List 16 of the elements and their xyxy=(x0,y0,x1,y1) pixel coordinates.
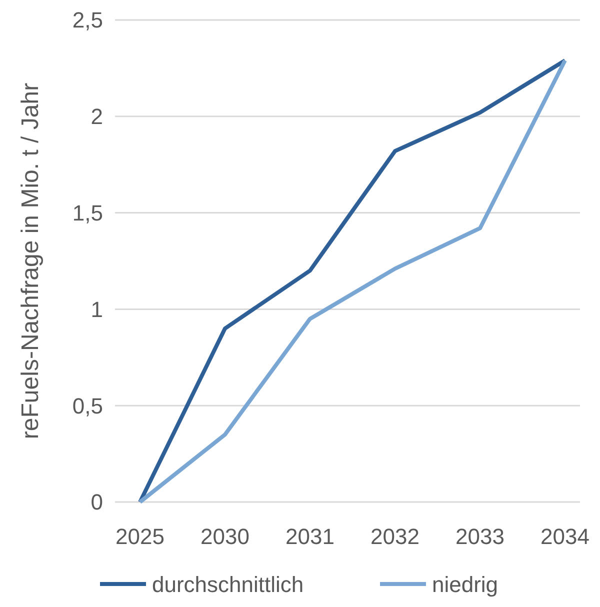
y-tick-label: 2 xyxy=(90,104,103,130)
legend-label: niedrig xyxy=(432,572,498,597)
x-tick-label: 2033 xyxy=(456,524,504,549)
line-series xyxy=(138,58,567,504)
x-tick-label: 2025 xyxy=(116,524,164,549)
y-tick-label: 0 xyxy=(90,490,103,515)
y-tick-label: 1 xyxy=(90,296,103,322)
x-tick-label: 2032 xyxy=(370,524,420,549)
legend-label: durchschnittlich xyxy=(152,572,304,597)
y-tick-label: 2,5 xyxy=(72,8,103,33)
y-tick-label: 1,5 xyxy=(72,200,103,226)
y-axis-title: reFuels-Nachfrage in Mio. t / Jahr xyxy=(17,82,44,440)
y-tick-label: 0,5 xyxy=(72,393,103,418)
x-tick-label: 2034 xyxy=(540,524,590,549)
x-tick-label: 2031 xyxy=(286,524,334,549)
x-tick-label: 2030 xyxy=(200,524,250,549)
